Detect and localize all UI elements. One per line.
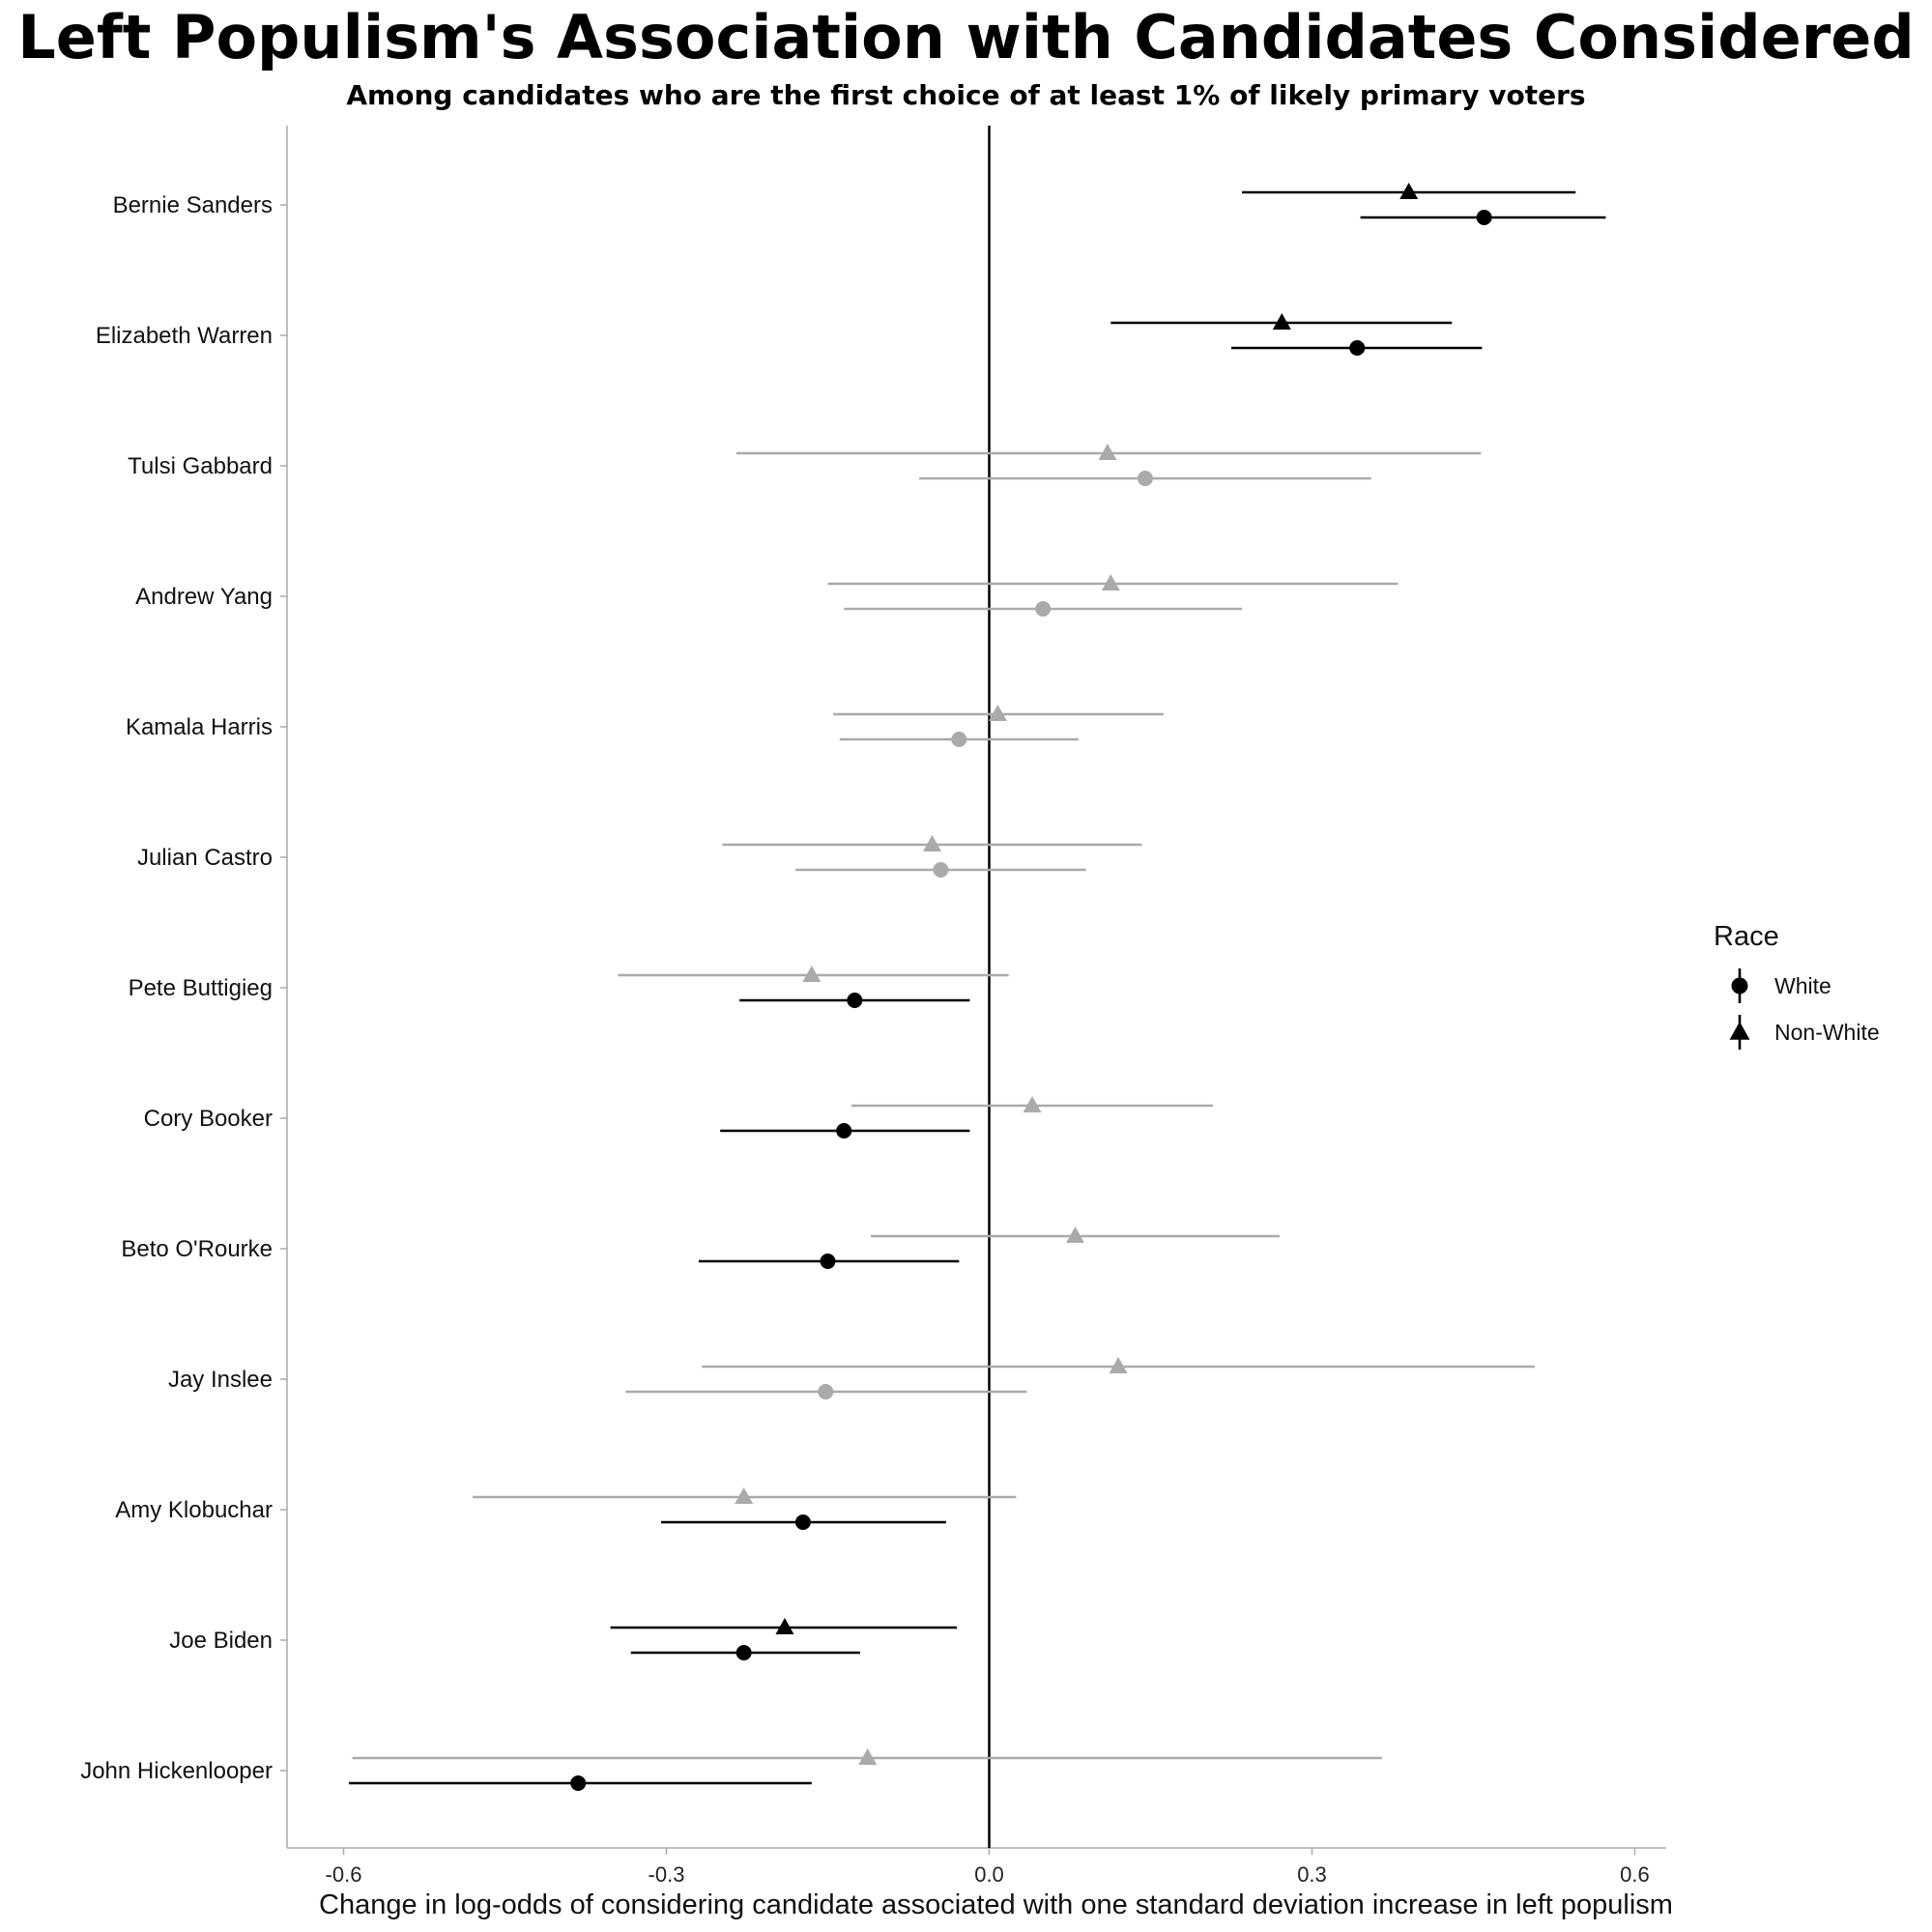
- nonwhite-estimate: [735, 444, 1482, 460]
- legend-entry: White: [1731, 968, 1831, 1003]
- legend-circle-key: [1731, 977, 1748, 995]
- nonwhite-estimate: [702, 1357, 1535, 1373]
- x-tick-label: -0.3: [649, 1862, 685, 1887]
- triangle-point: [1399, 183, 1419, 199]
- candidate-label: Bernie Sanders: [113, 192, 273, 218]
- nonwhite-estimate: [618, 966, 1009, 982]
- legend-label: White: [1774, 973, 1831, 998]
- circle-point: [820, 1254, 836, 1269]
- white-estimate: [660, 1514, 946, 1530]
- candidate-label: Cory Booker: [144, 1106, 273, 1132]
- legend-entry: Non-White: [1729, 1015, 1880, 1050]
- legend-triangle-key: [1729, 1022, 1750, 1040]
- circle-point: [933, 862, 949, 878]
- white-estimate: [844, 601, 1243, 617]
- nonwhite-estimate: [1110, 313, 1453, 330]
- chart-subtitle: Among candidates who are the first choic…: [346, 79, 1586, 111]
- legend-label: Non-White: [1774, 1020, 1880, 1045]
- legend: Race White Non-White: [1714, 921, 1880, 1050]
- triangle-point: [775, 1618, 794, 1634]
- triangle-point: [735, 1487, 754, 1504]
- white-estimate: [919, 471, 1371, 486]
- triangle-point: [802, 966, 822, 982]
- nonwhite-estimate: [722, 835, 1142, 851]
- x-tick-label: 0.0: [974, 1862, 1004, 1887]
- x-tick-label: 0.3: [1297, 1862, 1327, 1887]
- white-estimate: [839, 732, 1079, 747]
- white-estimate: [349, 1775, 812, 1791]
- triangle-point: [1101, 574, 1120, 591]
- circle-point: [1035, 601, 1052, 617]
- white-estimate: [795, 862, 1086, 878]
- candidate-label: John Hickenlooper: [80, 1758, 273, 1784]
- nonwhite-estimate: [827, 574, 1399, 591]
- triangle-point: [1023, 1096, 1042, 1112]
- candidate-label: Elizabeth Warren: [96, 323, 273, 349]
- circle-point: [836, 1123, 852, 1139]
- white-estimate: [1360, 210, 1606, 225]
- circle-point: [570, 1775, 587, 1791]
- nonwhite-estimate: [352, 1748, 1382, 1765]
- circle-point: [847, 993, 863, 1008]
- white-estimate: [739, 993, 970, 1008]
- circle-point: [794, 1514, 811, 1530]
- candidate-label: Andrew Yang: [135, 584, 273, 610]
- nonwhite-estimate: [871, 1226, 1281, 1243]
- circle-point: [951, 732, 967, 747]
- nonwhite-estimate: [851, 1096, 1214, 1112]
- candidate-label: Joe Biden: [169, 1628, 273, 1654]
- candidate-label: Beto O'Rourke: [121, 1236, 273, 1262]
- nonwhite-estimate: [833, 705, 1164, 721]
- triangle-point: [858, 1748, 878, 1765]
- triangle-point: [1109, 1357, 1128, 1373]
- white-estimate: [625, 1384, 1027, 1399]
- triangle-point: [1098, 444, 1117, 460]
- x-tick-label: -0.6: [326, 1862, 362, 1887]
- triangle-point: [1272, 313, 1291, 330]
- candidate-label: Jay Inslee: [168, 1367, 273, 1393]
- triangle-point: [1066, 1226, 1085, 1243]
- x-axis-title: Change in log-odds of considering candid…: [319, 1889, 1673, 1920]
- nonwhite-estimate: [610, 1618, 958, 1634]
- candidate-label: Kamala Harris: [126, 714, 273, 740]
- nonwhite-estimate: [473, 1487, 1017, 1504]
- candidate-labels: Bernie Sanders Elizabeth Warren Tulsi Gabb…: [80, 192, 287, 1784]
- candidate-label: Amy Klobuchar: [115, 1497, 273, 1523]
- circle-point: [1476, 210, 1492, 225]
- circle-point: [1349, 340, 1366, 356]
- candidate-label: Julian Castro: [137, 845, 273, 871]
- circle-point: [818, 1384, 834, 1399]
- candidate-label: Tulsi Gabbard: [128, 453, 273, 479]
- data-marks: [349, 183, 1606, 1791]
- chart-title: Left Populism's Association with Candida…: [17, 2, 1915, 72]
- white-estimate: [1230, 340, 1483, 356]
- candidate-label: Pete Buttigieg: [129, 975, 273, 1001]
- circle-point: [735, 1645, 752, 1660]
- nonwhite-estimate: [1242, 183, 1576, 199]
- triangle-point: [922, 835, 941, 851]
- x-tick-label: 0.6: [1620, 1862, 1650, 1887]
- white-estimate: [698, 1254, 960, 1269]
- legend-title: Race: [1714, 921, 1779, 952]
- circle-point: [1137, 471, 1153, 486]
- triangle-point: [988, 705, 1007, 721]
- white-estimate: [630, 1645, 860, 1660]
- white-estimate: [720, 1123, 970, 1139]
